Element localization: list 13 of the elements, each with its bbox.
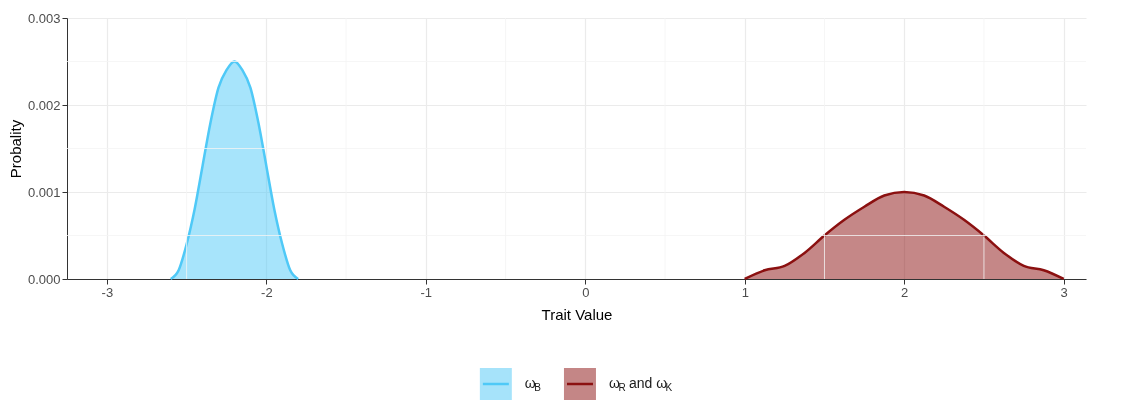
x-tick-label: -2 (261, 284, 273, 300)
y-tick-label: 0.002 (27, 97, 61, 113)
y-tick-label: 0.000 (27, 271, 61, 287)
x-tick-label: 3 (1060, 284, 1068, 300)
y-tick-label: 0.003 (27, 10, 61, 26)
x-tick-label: 1 (741, 284, 749, 300)
y-axis-title: Probality (6, 119, 24, 179)
x-tick-label: -3 (101, 284, 114, 300)
x-tick-label: 0 (582, 284, 590, 300)
x-axis-title: Trait Value (541, 305, 613, 323)
x-tick-label: 2 (901, 284, 909, 300)
y-tick-label: 0.001 (27, 184, 61, 200)
x-tick-label: -1 (420, 284, 433, 300)
